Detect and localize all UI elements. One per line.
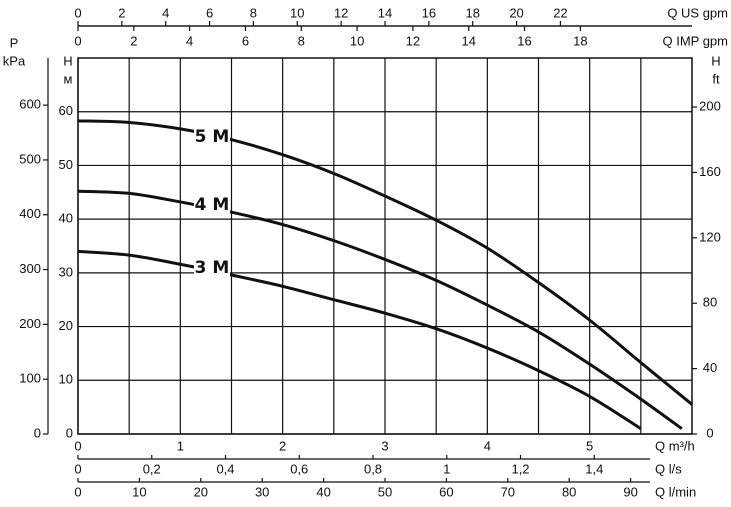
bottom-tick-label: 70 xyxy=(501,484,515,499)
x-tick-label: 2 xyxy=(279,438,286,453)
axis-title: Q l/s xyxy=(655,461,682,476)
bottom-tick-label: 0 xyxy=(74,461,81,476)
top-tick-label: 18 xyxy=(465,5,479,20)
top-tick-label: 0 xyxy=(74,33,81,48)
y-tick-label: 10 xyxy=(59,372,73,387)
axis-title: kPa xyxy=(3,53,26,68)
top-tick-label: 14 xyxy=(378,5,392,20)
bottom-tick-label: 0,6 xyxy=(290,461,308,476)
axis-title: ft xyxy=(712,71,720,86)
left-tick-label: 400 xyxy=(19,206,41,221)
label-backdrop xyxy=(194,258,230,278)
curve-label: 3 M xyxy=(195,258,230,278)
left-tick-label: 600 xyxy=(19,97,41,112)
top-tick-label: 10 xyxy=(290,5,304,20)
x-tick-label: 4 xyxy=(484,438,491,453)
bottom-tick-label: 40 xyxy=(316,484,330,499)
axis-title: P xyxy=(10,35,19,50)
bottom-tick-label: 1,4 xyxy=(585,461,603,476)
right-tick-label: 120 xyxy=(699,229,721,244)
pump-curve xyxy=(77,249,642,430)
right-tick-label: 200 xyxy=(699,98,721,113)
x-tick-label: 3 xyxy=(381,438,388,453)
label-backdrop xyxy=(194,127,230,147)
bottom-tick-label: 50 xyxy=(378,484,392,499)
y-tick-label: 50 xyxy=(59,157,73,172)
y-tick-label: 0 xyxy=(66,425,73,440)
y-tick-label: 20 xyxy=(59,318,73,333)
top-tick-label: 22 xyxy=(553,5,567,20)
top-tick-label: 0 xyxy=(74,5,81,20)
top-tick-label: 6 xyxy=(242,33,249,48)
left-tick-label: 100 xyxy=(19,371,41,386)
top-tick-label: 6 xyxy=(206,5,213,20)
top-tick-label: 2 xyxy=(118,5,125,20)
right-tick-label: 0 xyxy=(706,425,713,440)
top-tick-label: 10 xyxy=(350,33,364,48)
bottom-tick-label: 0,4 xyxy=(216,461,234,476)
top-tick-label: 14 xyxy=(461,33,475,48)
pump-curve xyxy=(77,189,683,430)
top-tick-label: 8 xyxy=(298,33,305,48)
top-tick-label: 2 xyxy=(130,33,137,48)
y-tick-label: 30 xyxy=(59,264,73,279)
x-tick-label: 5 xyxy=(586,438,593,453)
top-tick-label: 12 xyxy=(406,33,420,48)
pump-curve xyxy=(77,119,693,406)
right-tick-label: 160 xyxy=(699,164,721,179)
bottom-tick-label: 1 xyxy=(443,461,450,476)
axis-title: Q l/min xyxy=(655,484,696,499)
top-tick-label: 18 xyxy=(573,33,587,48)
left-tick-label: 0 xyxy=(34,425,41,440)
top-tick-label: 4 xyxy=(162,5,169,20)
bottom-tick-label: 20 xyxy=(194,484,208,499)
y-axis-title: H xyxy=(63,53,72,68)
y-tick-label: 40 xyxy=(59,211,73,226)
top-tick-label: 16 xyxy=(517,33,531,48)
x-tick-label: 0 xyxy=(74,438,81,453)
top-tick-label: 20 xyxy=(509,5,523,20)
top-tick-label: 16 xyxy=(422,5,436,20)
x-axis-title: Q m³/h xyxy=(655,438,695,453)
y-tick-label: 60 xyxy=(59,103,73,118)
bottom-tick-label: 90 xyxy=(623,484,637,499)
axis-title: H xyxy=(711,53,720,68)
bottom-tick-label: 0,2 xyxy=(143,461,161,476)
bottom-tick-label: 80 xyxy=(562,484,576,499)
top-tick-label: 4 xyxy=(186,33,193,48)
top-tick-label: 8 xyxy=(250,5,257,20)
left-tick-label: 200 xyxy=(19,316,41,331)
x-tick-label: 1 xyxy=(177,438,184,453)
bottom-tick-label: 10 xyxy=(132,484,146,499)
curve-label: 5 M xyxy=(195,127,230,147)
bottom-tick-label: 60 xyxy=(439,484,453,499)
bottom-tick-label: 30 xyxy=(255,484,269,499)
top-tick-label: 12 xyxy=(334,5,348,20)
left-tick-label: 500 xyxy=(19,151,41,166)
curve-label: 4 M xyxy=(195,195,230,215)
axis-title: Q IMP gpm xyxy=(662,33,728,48)
right-tick-label: 40 xyxy=(703,360,717,375)
bottom-tick-label: 0,8 xyxy=(364,461,382,476)
axis-title: Q US gpm xyxy=(667,5,728,20)
label-backdrop xyxy=(194,195,230,215)
y-axis-title: м xyxy=(64,71,73,86)
left-tick-label: 300 xyxy=(19,261,41,276)
bottom-tick-label: 1,2 xyxy=(511,461,529,476)
right-tick-label: 80 xyxy=(703,295,717,310)
bottom-tick-label: 0 xyxy=(74,484,81,499)
